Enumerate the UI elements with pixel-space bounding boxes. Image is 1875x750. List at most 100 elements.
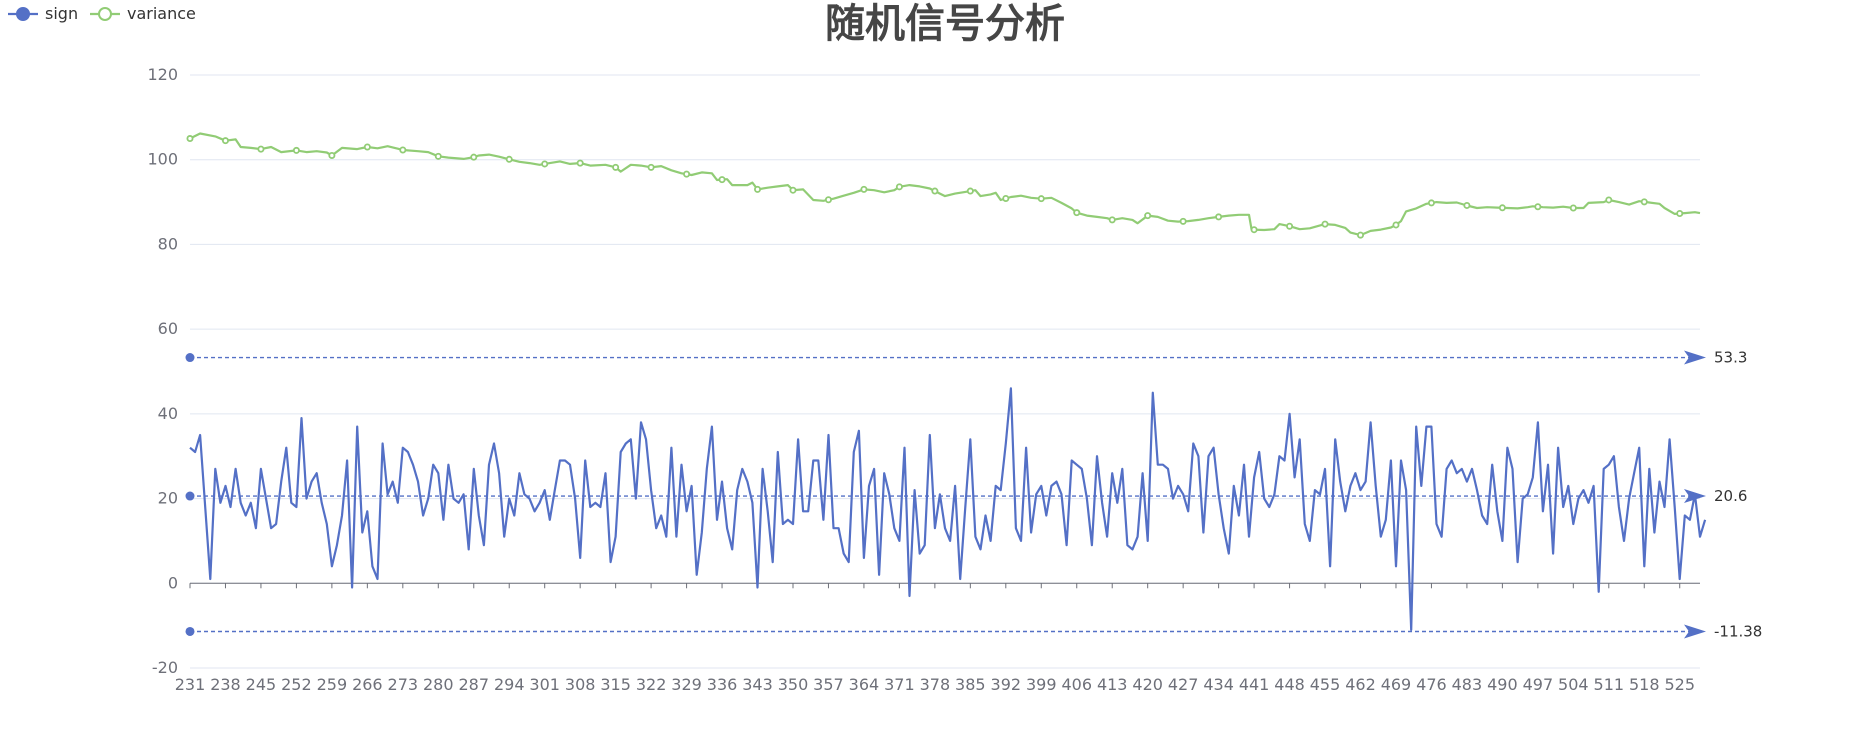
variance-point <box>931 187 939 195</box>
y-tick-label: 20 <box>158 489 178 508</box>
y-tick-label: 100 <box>147 150 178 169</box>
variance-point <box>1037 195 1045 203</box>
x-tick-label: 525 <box>1664 675 1695 694</box>
variance-point <box>257 145 265 153</box>
variance-point <box>1498 204 1506 212</box>
x-tick-label: 301 <box>529 675 560 694</box>
mark-line-start <box>185 626 195 636</box>
variance-point <box>1144 212 1152 220</box>
variance-point <box>186 135 194 143</box>
mark-lines: 53.3 20.6 -11.38 <box>185 349 1762 640</box>
variance-point <box>1179 217 1187 225</box>
x-tick-label: 406 <box>1061 675 1092 694</box>
mark-line-label: 20.6 <box>1714 487 1747 505</box>
x-tick-label: 287 <box>458 675 489 694</box>
legend-symbol <box>16 7 30 21</box>
variance-point <box>860 185 868 193</box>
x-tick-label: 392 <box>991 675 1022 694</box>
mark-line-start <box>185 353 195 363</box>
variance-point <box>1640 198 1648 206</box>
x-tick-label: 273 <box>388 675 419 694</box>
variance-point <box>966 187 974 195</box>
variance-point <box>399 146 407 154</box>
x-tick-label: 266 <box>352 675 383 694</box>
variance-point <box>470 153 478 161</box>
variance-point <box>1534 203 1542 211</box>
variance-point <box>1250 226 1258 234</box>
y-tick-label: 0 <box>168 573 178 592</box>
variance-point <box>1605 196 1613 204</box>
mark-line-arrow <box>1684 489 1706 504</box>
x-tick-label: 245 <box>246 675 277 694</box>
variance-point <box>1215 213 1223 221</box>
sign-series <box>189 387 1707 631</box>
grid-lines <box>190 74 1700 669</box>
legend-symbol <box>98 7 112 21</box>
legend-item-sign[interactable]: sign <box>8 4 78 23</box>
variance-point <box>505 155 513 163</box>
x-tick-label: 252 <box>281 675 312 694</box>
mark-line-average: 20.6 <box>185 487 1747 505</box>
variance-point <box>292 146 300 154</box>
y-tick-label: 40 <box>158 404 178 423</box>
x-tick-label: 455 <box>1310 675 1341 694</box>
variance-point <box>328 151 336 159</box>
variance-point <box>1073 209 1081 217</box>
legend-label: sign <box>45 4 78 23</box>
variance-series <box>186 132 1701 239</box>
x-tick-label: 462 <box>1345 675 1376 694</box>
x-tick-label: 434 <box>1203 675 1234 694</box>
x-tick-label: 476 <box>1416 675 1447 694</box>
variance-point <box>1392 221 1400 229</box>
x-tick-label: 385 <box>955 675 986 694</box>
y-axis-ticks: -20 0 20 40 60 80 100 120 <box>147 65 178 677</box>
x-tick-label: 350 <box>778 675 809 694</box>
variance-point <box>647 163 655 171</box>
x-tick-label: 483 <box>1452 675 1483 694</box>
x-tick-label: 518 <box>1629 675 1660 694</box>
x-tick-label: 238 <box>210 675 241 694</box>
variance-point <box>221 137 229 145</box>
x-tick-label: 322 <box>636 675 667 694</box>
x-tick-label: 469 <box>1381 675 1412 694</box>
y-tick-label: 120 <box>147 65 178 84</box>
x-tick-label: 308 <box>565 675 596 694</box>
mark-line-label: -11.38 <box>1714 622 1762 640</box>
legend: sign variance <box>8 4 196 23</box>
variance-point <box>363 143 371 151</box>
variance-point <box>1427 199 1435 207</box>
x-tick-label: 357 <box>813 675 844 694</box>
mark-line-min: -11.38 <box>185 622 1762 640</box>
x-tick-label: 497 <box>1523 675 1554 694</box>
mark-line-arrow <box>1684 624 1706 639</box>
x-tick-label: 399 <box>1026 675 1057 694</box>
variance-point <box>1286 222 1294 230</box>
variance-point <box>789 186 797 194</box>
x-tick-label: 427 <box>1168 675 1199 694</box>
variance-point <box>1002 194 1010 202</box>
x-tick-label: 378 <box>920 675 951 694</box>
chart-title: 随机信号分析 <box>825 1 1065 47</box>
x-tick-label: 315 <box>600 675 631 694</box>
legend-label: variance <box>127 4 196 23</box>
variance-point <box>1569 204 1577 212</box>
x-tick-label: 448 <box>1274 675 1305 694</box>
legend-item-variance[interactable]: variance <box>90 4 196 23</box>
x-tick-label: 490 <box>1487 675 1518 694</box>
variance-point <box>718 176 726 184</box>
x-tick-label: 441 <box>1239 675 1270 694</box>
variance-point <box>1357 231 1365 239</box>
x-tick-label: 336 <box>707 675 738 694</box>
variance-point <box>1321 220 1329 228</box>
variance-line <box>189 132 1701 237</box>
x-tick-label: 259 <box>317 675 348 694</box>
y-tick-label: -20 <box>152 658 178 677</box>
mark-line-label: 53.3 <box>1714 349 1747 367</box>
x-tick-label: 343 <box>742 675 773 694</box>
mark-line-start <box>185 491 195 501</box>
x-tick-label: 280 <box>423 675 454 694</box>
y-tick-label: 80 <box>158 234 178 253</box>
y-tick-label: 60 <box>158 319 178 338</box>
variance-point <box>612 163 620 171</box>
